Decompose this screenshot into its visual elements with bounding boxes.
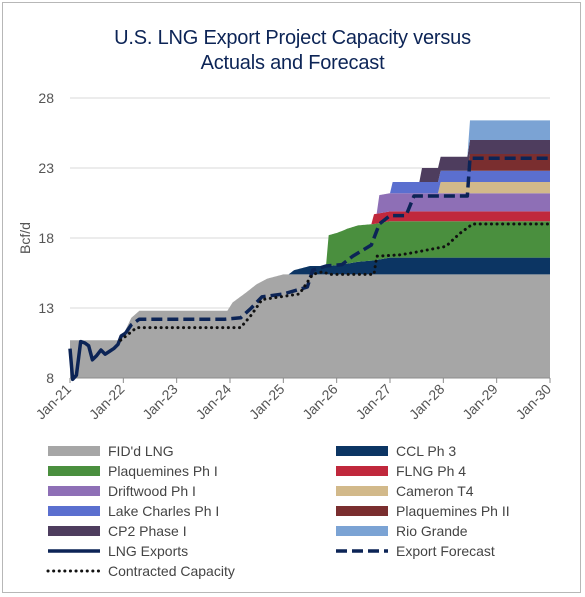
- legend-label: Rio Grande: [396, 523, 468, 539]
- legend-item-cameron-t4: Cameron T4: [336, 483, 474, 499]
- y-axis-label: Bcf/d: [17, 222, 33, 254]
- y-tick-label-8: 8: [46, 370, 54, 386]
- area-driftwood-ph-i: [70, 193, 550, 341]
- legend-label: Contracted Capacity: [108, 563, 235, 579]
- x-tick-label-jan-22: Jan-22: [86, 381, 128, 423]
- legend-label: Plaquemines Ph II: [396, 503, 510, 519]
- x-tick-label-jan-25: Jan-25: [246, 381, 288, 423]
- y-tick-label-13: 13: [38, 300, 54, 316]
- legend-item-lng-exports: LNG Exports: [48, 543, 188, 559]
- legend-swatch: [48, 446, 100, 456]
- x-tick-label-jan-28: Jan-28: [406, 381, 448, 423]
- line-export-forecast: [124, 156, 550, 335]
- legend-item-cp2-phase-i: CP2 Phase I: [48, 523, 187, 539]
- legend-item-rio-grande: Rio Grande: [336, 523, 468, 539]
- x-tick-label-jan-30: Jan-30: [513, 381, 555, 423]
- chart-title-line-1: U.S. LNG Export Project Capacity versus: [114, 27, 471, 49]
- y-tick-label-18: 18: [38, 230, 54, 246]
- axes: [69, 377, 551, 383]
- legend-label: LNG Exports: [108, 543, 188, 559]
- area-plaquemines-ph-i: [70, 221, 550, 341]
- legend-swatch: [336, 506, 388, 516]
- legend-swatch: [48, 466, 100, 476]
- legend-label: Plaquemines Ph I: [108, 463, 218, 479]
- legend-swatch: [48, 486, 100, 496]
- legend-swatch: [336, 526, 388, 536]
- legend-item-contracted-capacity: Contracted Capacity: [46, 563, 235, 579]
- legend-item-lake-charles-ph-i: Lake Charles Ph I: [48, 503, 219, 519]
- x-tick-label-jan-24: Jan-24: [193, 381, 235, 423]
- area-fid-d-lng: [70, 274, 550, 378]
- legend-item-plaquemines-ph-i: Plaquemines Ph I: [48, 463, 218, 479]
- y-tick-label-23: 23: [38, 160, 54, 176]
- legend-label: CCL Ph 3: [396, 443, 456, 459]
- legend-item-flng-ph-4: FLNG Ph 4: [336, 463, 466, 479]
- x-tick-label-jan-27: Jan-27: [353, 381, 395, 423]
- legend-item-fid-d-lng: FID'd LNG: [48, 443, 174, 459]
- x-tick-label-jan-26: Jan-26: [299, 381, 341, 423]
- chart-title: U.S. LNG Export Project Capacity versus …: [0, 26, 585, 76]
- line-contracted-capacity: [119, 222, 552, 342]
- legend-label: Lake Charles Ph I: [108, 503, 219, 519]
- x-tick-label-jan-29: Jan-29: [459, 381, 501, 423]
- legend-label: FID'd LNG: [108, 443, 174, 459]
- y-tick-label-28: 28: [38, 90, 54, 106]
- legend-swatch: [48, 526, 100, 536]
- legend-item-export-forecast: Export Forecast: [336, 543, 495, 559]
- legend-label: FLNG Ph 4: [396, 463, 466, 479]
- legend-item-ccl-ph-3: CCL Ph 3: [336, 443, 456, 459]
- x-tick-label-jan-23: Jan-23: [139, 381, 181, 423]
- legend-item-driftwood-ph-i: Driftwood Ph I: [48, 483, 196, 499]
- legend-item-plaquemines-ph-ii: Plaquemines Ph II: [336, 503, 510, 519]
- series-lines: [68, 156, 552, 382]
- legend-swatch: [336, 466, 388, 476]
- legend-swatch: [336, 486, 388, 496]
- x-tick-label-jan-21: Jan-21: [33, 381, 75, 423]
- legend-swatch: [336, 446, 388, 456]
- legend: FID'd LNG CCL Ph 3 Plaquemines Ph I FLNG Ph…: [46, 443, 510, 579]
- legend-swatch: [48, 506, 100, 516]
- legend-label: Driftwood Ph I: [108, 483, 196, 499]
- legend-label: Export Forecast: [396, 543, 495, 559]
- chart-title-line-2: Actuals and Forecast: [200, 52, 385, 74]
- line-lng-exports: [68, 331, 127, 382]
- legend-label: CP2 Phase I: [108, 523, 187, 539]
- legend-label: Cameron T4: [396, 483, 474, 499]
